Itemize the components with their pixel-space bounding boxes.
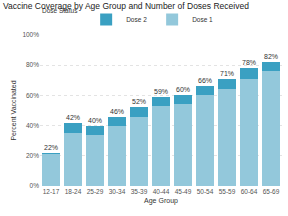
svg-text:25-29: 25-29 [87, 188, 104, 195]
svg-text:35-39: 35-39 [131, 188, 148, 195]
svg-text:Percent Vaccinated: Percent Vaccinated [10, 80, 17, 140]
svg-text:66%: 66% [198, 77, 212, 84]
svg-text:22%: 22% [44, 144, 58, 151]
svg-text:0%: 0% [30, 182, 40, 189]
svg-text:Dose 1: Dose 1 [192, 16, 213, 23]
svg-text:20%: 20% [26, 152, 39, 159]
svg-text:12-17: 12-17 [43, 188, 60, 195]
svg-text:82%: 82% [264, 53, 278, 60]
svg-text:55-59: 55-59 [219, 188, 236, 195]
svg-text:52%: 52% [132, 98, 146, 105]
svg-text:40%: 40% [26, 122, 39, 129]
svg-text:Age Group: Age Group [144, 197, 178, 205]
svg-text:46%: 46% [110, 108, 124, 115]
svg-text:30-34: 30-34 [109, 188, 126, 195]
svg-text:Dose 2: Dose 2 [126, 16, 147, 23]
svg-text:Vaccine Coverage by Age Group: Vaccine Coverage by Age Group and Number… [3, 1, 249, 11]
svg-text:60%: 60% [176, 86, 190, 93]
svg-text:100%: 100% [22, 31, 39, 38]
svg-text:59%: 59% [154, 88, 168, 95]
svg-text:42%: 42% [66, 114, 80, 121]
svg-text:80%: 80% [26, 61, 39, 68]
svg-text:45-49: 45-49 [175, 188, 192, 195]
svg-text:60-64: 60-64 [241, 188, 258, 195]
svg-text:65-69: 65-69 [263, 188, 280, 195]
svg-text:40%: 40% [88, 117, 102, 124]
svg-text:18-24: 18-24 [65, 188, 82, 195]
svg-text:50-54: 50-54 [197, 188, 214, 195]
svg-text:60%: 60% [26, 92, 39, 99]
svg-text:78%: 78% [242, 59, 256, 66]
svg-text:40-44: 40-44 [153, 188, 170, 195]
svg-text:71%: 71% [220, 70, 234, 77]
svg-text:Dose Status: Dose Status [42, 7, 78, 14]
